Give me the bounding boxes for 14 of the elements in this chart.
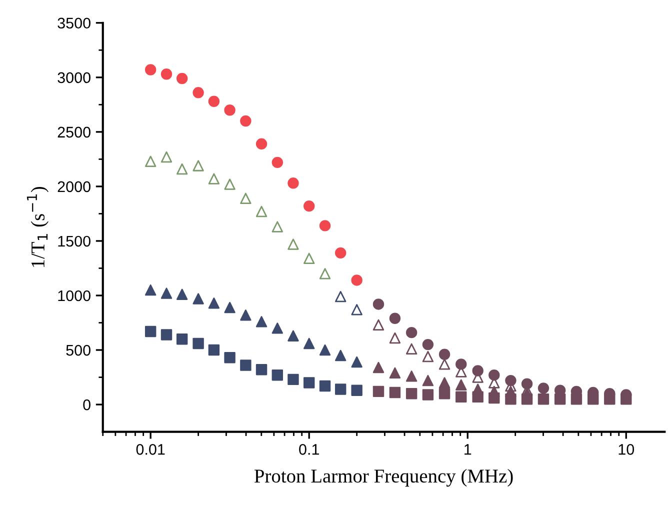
y-tick-label: 1000: [58, 290, 90, 302]
y-tick-label: 3500: [58, 18, 90, 29]
x-tick-label: 10: [618, 444, 634, 455]
y-tick-label: 0: [83, 399, 90, 410]
y-tick-label: 1500: [58, 236, 90, 247]
x-tick-label: 0.1: [299, 444, 319, 455]
y-tick-label: 2000: [58, 181, 90, 192]
y-axis-title: 1/T$_{1}$ (s$^{−1}$): [26, 186, 48, 267]
y-tick-label: 3000: [58, 72, 90, 84]
x-axis-title: Proton Larmor Frequency (MHz): [254, 468, 513, 487]
x-tick-label: 1: [464, 444, 472, 455]
y-tick-label: 2500: [58, 126, 90, 138]
x-tick-label: 0.01: [136, 444, 165, 455]
y-tick-label: 500: [66, 344, 90, 356]
